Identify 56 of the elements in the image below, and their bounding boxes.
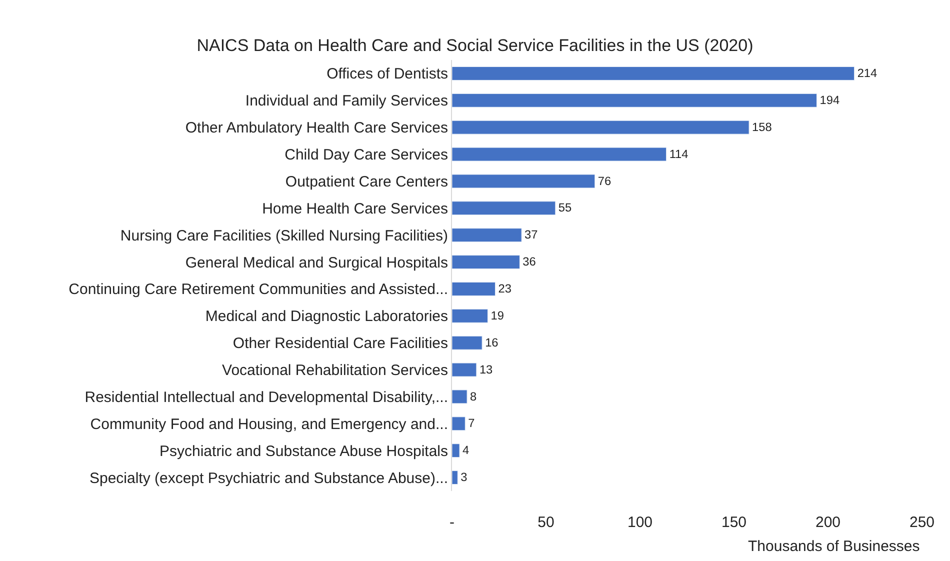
data-label: 4 — [462, 443, 470, 458]
data-label: 158 — [752, 120, 772, 134]
data-label: 214 — [857, 66, 878, 80]
bar — [452, 308, 488, 323]
y-tick-label: Other Ambulatory Health Care Services — [185, 120, 448, 137]
data-label: 16 — [485, 335, 499, 350]
data-label: 7 — [468, 416, 475, 430]
bar — [452, 416, 466, 431]
y-tick-label: Specialty (except Psychiatric and Substance Abuse)... — [89, 470, 448, 487]
bar — [452, 201, 556, 216]
data-label: 36 — [522, 254, 536, 269]
y-tick-label: Community Food and Housing, and Emergency and... — [90, 416, 448, 433]
y-tick-label: Outpatient Care Centers — [285, 173, 448, 190]
y-tick-label: Child Day Care Services — [284, 146, 448, 164]
data-label: 19 — [490, 308, 504, 322]
y-tick-label: Nursing Care Facilities (Skilled Nursing Facilities) — [120, 227, 448, 244]
bar — [452, 147, 667, 162]
data-label: 194 — [820, 92, 840, 107]
y-tick-label: Psychiatric and Substance Abuse Hospitals — [160, 442, 448, 460]
x-tick-label: 100 — [627, 514, 653, 531]
y-tick-label: Individual and Family Services — [245, 92, 448, 110]
bar — [452, 444, 460, 458]
x-tick-label: - — [450, 514, 454, 531]
bar — [452, 362, 477, 377]
y-tick-label: Continuing Care Retirement Communities and Assisted... — [68, 281, 448, 298]
x-tick-label: 50 — [538, 514, 554, 531]
data-label: 37 — [524, 228, 538, 242]
data-label: 55 — [558, 200, 572, 215]
x-tick-label: 200 — [815, 514, 841, 531]
y-tick-label: Offices of Dentists — [326, 66, 448, 83]
bar — [452, 255, 520, 270]
x-tick-label: 150 — [721, 514, 747, 531]
y-tick-label: Vocational Rehabilitation Services — [222, 362, 448, 380]
bar — [452, 93, 817, 108]
bar — [452, 120, 750, 134]
data-label: 8 — [470, 389, 478, 404]
y-tick-label: Other Residential Care Facilities — [232, 335, 448, 352]
y-tick-label: Residential Intellectual and Developmental Disability,... — [84, 388, 448, 406]
x-axis-title: Thousands of Businesses — [748, 538, 920, 555]
data-label: 13 — [479, 362, 494, 376]
bar — [452, 390, 468, 404]
y-tick-label: Home Health Care Services — [262, 200, 448, 218]
bar — [452, 66, 855, 80]
bar — [452, 174, 596, 188]
data-label: 76 — [598, 174, 612, 188]
x-tick-label: 250 — [909, 514, 935, 531]
y-tick-label: Medical and Diagnostic Laboratories — [205, 308, 448, 326]
data-label: 114 — [669, 146, 689, 161]
data-label: 3 — [460, 470, 468, 484]
y-tick-label: General Medical and Surgical Hospitals — [185, 254, 448, 272]
chart-title: NAICS Data on Health Care and Social Service Facilities in the US (2020) — [196, 36, 754, 56]
bar — [452, 282, 496, 296]
bar — [452, 228, 522, 242]
data-label: 23 — [498, 282, 512, 296]
bar — [452, 336, 482, 350]
bar — [452, 470, 458, 485]
